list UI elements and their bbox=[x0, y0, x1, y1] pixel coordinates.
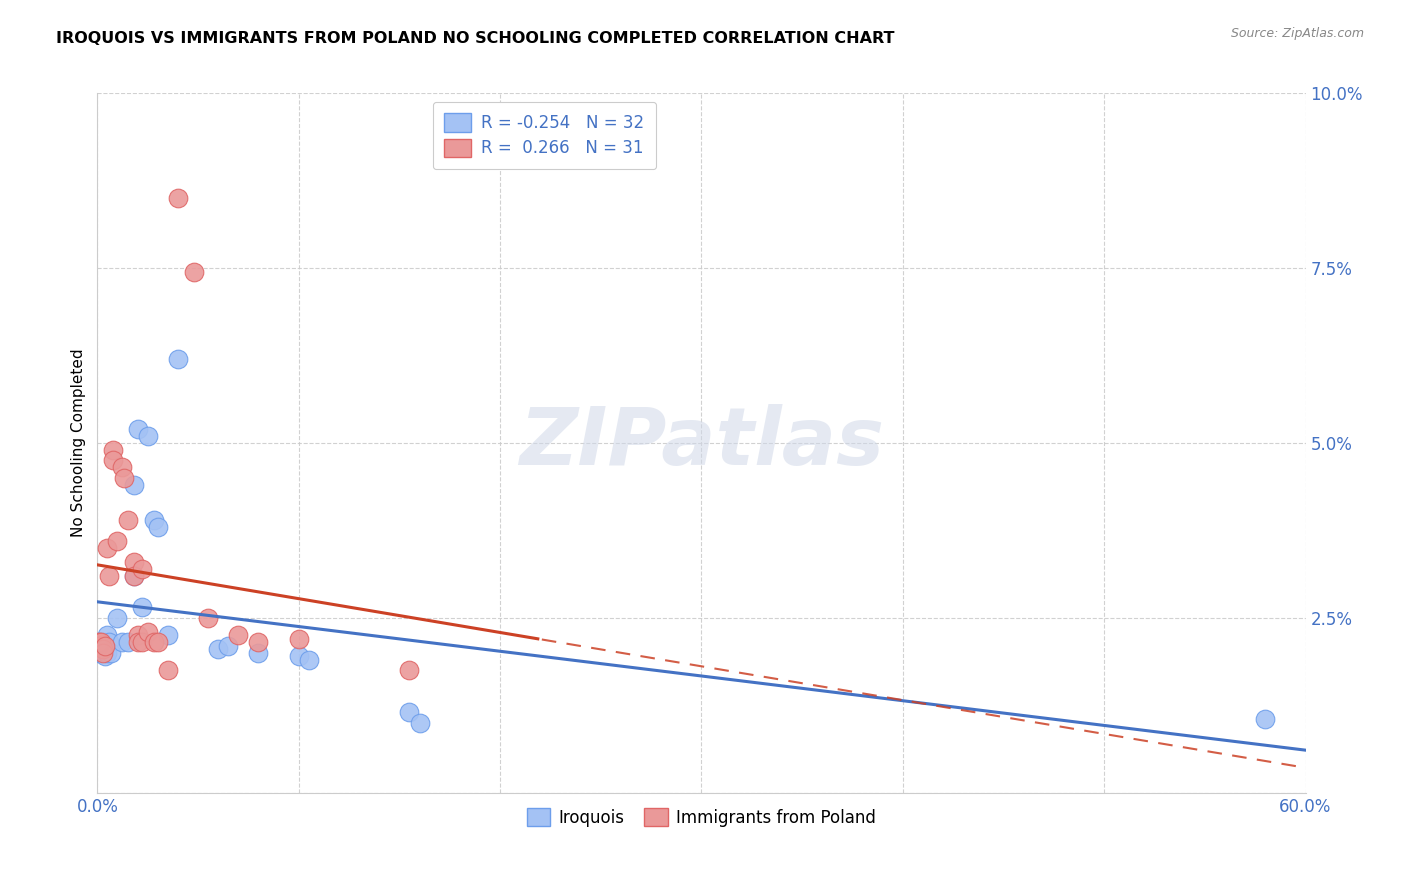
Point bbox=[122, 569, 145, 583]
Point bbox=[142, 635, 165, 649]
Point bbox=[103, 442, 125, 457]
Point bbox=[127, 635, 149, 649]
Legend: Iroquois, Immigrants from Poland: Iroquois, Immigrants from Poland bbox=[520, 802, 883, 833]
Point bbox=[167, 352, 190, 367]
Point bbox=[89, 646, 111, 660]
Point bbox=[136, 429, 159, 443]
Point bbox=[398, 663, 420, 677]
Point bbox=[207, 642, 229, 657]
Point bbox=[94, 639, 117, 653]
Point bbox=[131, 562, 153, 576]
Point bbox=[146, 635, 169, 649]
Point bbox=[247, 635, 270, 649]
Point bbox=[89, 635, 111, 649]
Text: ZIPatlas: ZIPatlas bbox=[519, 404, 884, 482]
Point bbox=[117, 635, 139, 649]
Point bbox=[183, 265, 205, 279]
Point bbox=[131, 600, 153, 615]
Point bbox=[96, 646, 118, 660]
Point bbox=[122, 569, 145, 583]
Point bbox=[142, 513, 165, 527]
Point bbox=[287, 649, 309, 664]
Point bbox=[146, 520, 169, 534]
Point bbox=[94, 649, 117, 664]
Y-axis label: No Schooling Completed: No Schooling Completed bbox=[72, 349, 86, 537]
Point bbox=[90, 642, 112, 657]
Point bbox=[136, 624, 159, 639]
Point bbox=[287, 632, 309, 646]
Point bbox=[398, 705, 420, 719]
Point bbox=[117, 513, 139, 527]
Point bbox=[298, 653, 321, 667]
Point bbox=[167, 191, 190, 205]
Point bbox=[107, 533, 129, 548]
Point bbox=[98, 635, 121, 649]
Point bbox=[156, 663, 179, 677]
Point bbox=[107, 611, 129, 625]
Point bbox=[112, 471, 135, 485]
Point bbox=[247, 646, 270, 660]
Point bbox=[408, 715, 430, 730]
Point bbox=[90, 635, 112, 649]
Point bbox=[93, 646, 115, 660]
Point bbox=[197, 611, 219, 625]
Point bbox=[122, 555, 145, 569]
Point bbox=[96, 541, 118, 555]
Point bbox=[110, 635, 132, 649]
Point bbox=[100, 646, 122, 660]
Point bbox=[1254, 712, 1277, 726]
Point bbox=[217, 639, 239, 653]
Point bbox=[96, 628, 118, 642]
Point bbox=[110, 460, 132, 475]
Point bbox=[226, 628, 249, 642]
Point bbox=[90, 635, 112, 649]
Point bbox=[93, 635, 115, 649]
Point bbox=[98, 569, 121, 583]
Point bbox=[131, 635, 153, 649]
Text: Source: ZipAtlas.com: Source: ZipAtlas.com bbox=[1230, 27, 1364, 40]
Point bbox=[156, 628, 179, 642]
Point bbox=[127, 422, 149, 436]
Point bbox=[127, 628, 149, 642]
Point bbox=[93, 639, 115, 653]
Point bbox=[89, 639, 111, 653]
Point bbox=[89, 635, 111, 649]
Point bbox=[93, 642, 115, 657]
Point bbox=[122, 478, 145, 492]
Point bbox=[94, 642, 117, 657]
Text: IROQUOIS VS IMMIGRANTS FROM POLAND NO SCHOOLING COMPLETED CORRELATION CHART: IROQUOIS VS IMMIGRANTS FROM POLAND NO SC… bbox=[56, 31, 894, 46]
Point bbox=[103, 453, 125, 467]
